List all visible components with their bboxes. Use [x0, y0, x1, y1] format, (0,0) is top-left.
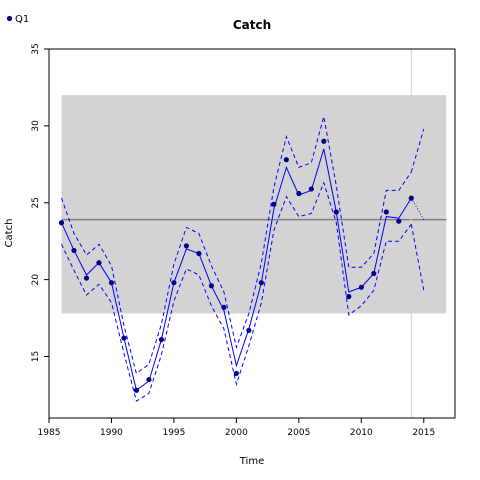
y-tick-label: 25 [31, 197, 41, 208]
data-point [371, 270, 377, 277]
y-tick-label: 20 [31, 274, 41, 286]
data-point [96, 260, 102, 266]
data-point [308, 186, 314, 192]
data-point [171, 280, 177, 286]
y-axis-title: Catch [4, 219, 15, 248]
y-tick-label: 30 [31, 120, 41, 132]
data-point [383, 209, 389, 215]
data-point [333, 209, 339, 215]
forecast-lower-bound-line [410, 224, 425, 291]
data-point [108, 280, 115, 286]
data-point [283, 157, 289, 163]
data-point [158, 336, 165, 343]
data-point [358, 284, 364, 290]
data-point [83, 275, 90, 281]
data-point [221, 304, 227, 310]
data-point [233, 370, 239, 377]
legend-marker-q1 [6, 15, 13, 22]
x-axis-title: Time [239, 456, 264, 467]
fitted-upper-bound-line [61, 116, 412, 375]
axes: 1985 1990 1995 2000 2005 2010 2015 15 20 25 30 35 [31, 43, 456, 438]
fitted-lower-bound-line [61, 181, 412, 402]
x-tick-label: 1990 [100, 428, 123, 438]
y-tick-label: 15 [31, 351, 41, 362]
x-tick-label: 1985 [38, 428, 61, 438]
data-point [208, 283, 214, 289]
data-point [121, 335, 127, 341]
reference-band [61, 95, 447, 314]
data-point [296, 190, 302, 197]
data-point [133, 387, 140, 393]
forecast-line [410, 197, 425, 220]
data-point [196, 250, 202, 257]
x-tick-label: 2015 [412, 428, 435, 438]
data-point [346, 293, 352, 300]
forecast-upper-bound-line [410, 128, 425, 173]
data-point [321, 138, 327, 144]
plot-area [58, 49, 447, 418]
data-point [396, 218, 402, 224]
data-point [271, 201, 277, 207]
plot-frame [48, 48, 456, 419]
x-tick-label: 1995 [162, 428, 185, 438]
legend: Q1 [6, 14, 29, 25]
fitted-line [61, 148, 412, 392]
data-point [246, 327, 252, 333]
y-tick-label: 35 [31, 43, 41, 54]
data-point [58, 220, 65, 226]
data-point [408, 195, 414, 201]
data-point [71, 247, 77, 254]
x-tick-label: 2005 [287, 428, 310, 438]
data-point [146, 376, 152, 383]
chart-title: Catch [233, 18, 271, 32]
data-point [183, 243, 190, 249]
x-tick-label: 2000 [225, 428, 248, 438]
x-tick-label: 2010 [350, 428, 373, 438]
data-point [258, 280, 264, 286]
legend-label-q1: Q1 [15, 14, 29, 25]
